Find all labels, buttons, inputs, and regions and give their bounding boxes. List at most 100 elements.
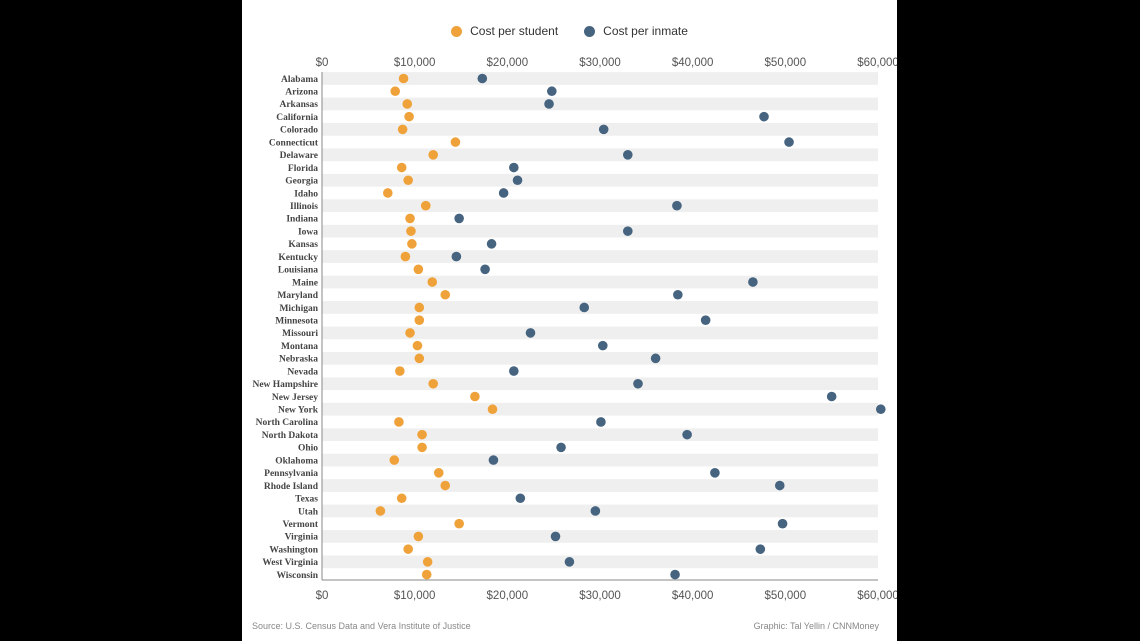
student-point <box>414 353 425 364</box>
student-point <box>397 124 408 135</box>
student-point <box>406 226 416 236</box>
state-label: Utah <box>298 507 319 517</box>
state-label: Washington <box>269 545 318 555</box>
legend-swatch-inmate <box>584 25 596 37</box>
state-label: New York <box>278 406 319 416</box>
x-tick-label-top: $60,000 <box>857 57 897 69</box>
row-band <box>322 326 878 340</box>
x-tick-label-top: $40,000 <box>672 57 714 69</box>
inmate-point <box>598 124 609 135</box>
student-point <box>412 340 423 351</box>
state-label: Louisiana <box>278 266 318 276</box>
inmate-point <box>672 200 682 211</box>
legend-item-inmate: Cost per inmate <box>584 24 688 38</box>
inmate-point <box>759 111 769 122</box>
row-band <box>322 301 878 314</box>
state-label: Vermont <box>282 520 318 530</box>
state-label: Texas <box>295 495 318 505</box>
student-point <box>440 480 451 491</box>
row-band <box>322 97 878 111</box>
state-label: Minnesota <box>275 316 318 326</box>
state-label: Maine <box>292 278 318 288</box>
inmate-point <box>480 264 490 275</box>
student-point <box>427 277 438 287</box>
state-label: Delaware <box>280 151 318 161</box>
inmate-point <box>597 340 608 351</box>
legend: Cost per student Cost per inmate <box>242 24 897 38</box>
inmate-point <box>596 417 606 427</box>
state-label: California <box>276 113 318 123</box>
state-label: Georgia <box>285 177 318 187</box>
student-point <box>414 302 425 313</box>
student-point <box>417 429 427 440</box>
row-band <box>322 479 878 492</box>
student-point <box>428 378 438 389</box>
x-tick-label-top: $20,000 <box>487 57 529 69</box>
student-point <box>433 468 444 478</box>
x-tick-label-bottom: $60,000 <box>857 590 897 602</box>
inmate-point <box>875 404 886 415</box>
student-point <box>413 531 424 542</box>
state-label: Arizona <box>285 88 318 98</box>
state-label: Arkansas <box>279 100 318 110</box>
state-label: Colorado <box>280 126 318 136</box>
student-point <box>395 366 405 376</box>
state-label: Maryland <box>277 291 318 301</box>
state-label: Wisconsin <box>276 571 318 581</box>
student-point <box>454 518 464 529</box>
inmate-point <box>633 378 643 389</box>
inmate-point <box>547 86 557 97</box>
inmate-point <box>550 531 561 542</box>
source-note: Source: U.S. Census Data and Vera Instit… <box>252 621 471 631</box>
row-band <box>322 428 878 442</box>
student-point <box>390 86 401 97</box>
student-point <box>402 99 413 109</box>
row-band <box>322 402 878 416</box>
student-point <box>405 328 415 338</box>
x-tick-label-bottom: $10,000 <box>394 590 436 602</box>
inmate-point <box>748 277 758 287</box>
state-label: Indiana <box>286 215 318 225</box>
student-point <box>414 315 425 325</box>
inmate-point <box>710 468 720 478</box>
state-label: Michigan <box>279 304 318 314</box>
inmate-point <box>486 239 497 249</box>
row-band <box>322 351 878 365</box>
x-tick-label-bottom: $50,000 <box>765 590 807 602</box>
state-label: Illinois <box>290 202 318 212</box>
state-label: Kentucky <box>278 253 318 263</box>
student-point <box>404 111 414 122</box>
student-point <box>413 264 424 275</box>
student-point <box>428 150 438 160</box>
inmate-point <box>451 251 462 262</box>
student-point <box>400 251 411 262</box>
state-label: New Hampshire <box>252 380 318 390</box>
inmate-point <box>498 188 509 198</box>
row-band <box>322 377 878 391</box>
row-band <box>322 224 878 238</box>
state-label: Iowa <box>298 227 318 237</box>
x-tick-label-top: $30,000 <box>579 57 621 69</box>
state-label: Connecticut <box>269 138 319 148</box>
inmate-point <box>564 557 575 567</box>
student-point <box>421 569 432 580</box>
student-point <box>422 557 433 567</box>
x-tick-label-top: $10,000 <box>394 57 436 69</box>
inmate-point <box>525 328 536 338</box>
state-label: Virginia <box>285 533 319 543</box>
state-label: Oklahoma <box>275 456 318 466</box>
student-point <box>487 404 498 415</box>
legend-label-inmate: Cost per inmate <box>603 24 688 38</box>
chart: $0 $0 $10,000 $10,000 $20,000 $20,000 $30,000 $… <box>252 57 897 602</box>
inmate-point <box>579 302 590 313</box>
x-tick-label-bottom: $40,000 <box>672 590 714 602</box>
state-label: Kansas <box>288 240 318 250</box>
student-point <box>403 175 413 186</box>
state-label: Montana <box>281 342 318 352</box>
row-band <box>322 173 878 187</box>
row-band <box>322 148 878 162</box>
inmate-point <box>784 137 794 147</box>
row-band <box>322 199 878 213</box>
state-label: Rhode Island <box>264 482 319 492</box>
student-point <box>420 200 431 211</box>
